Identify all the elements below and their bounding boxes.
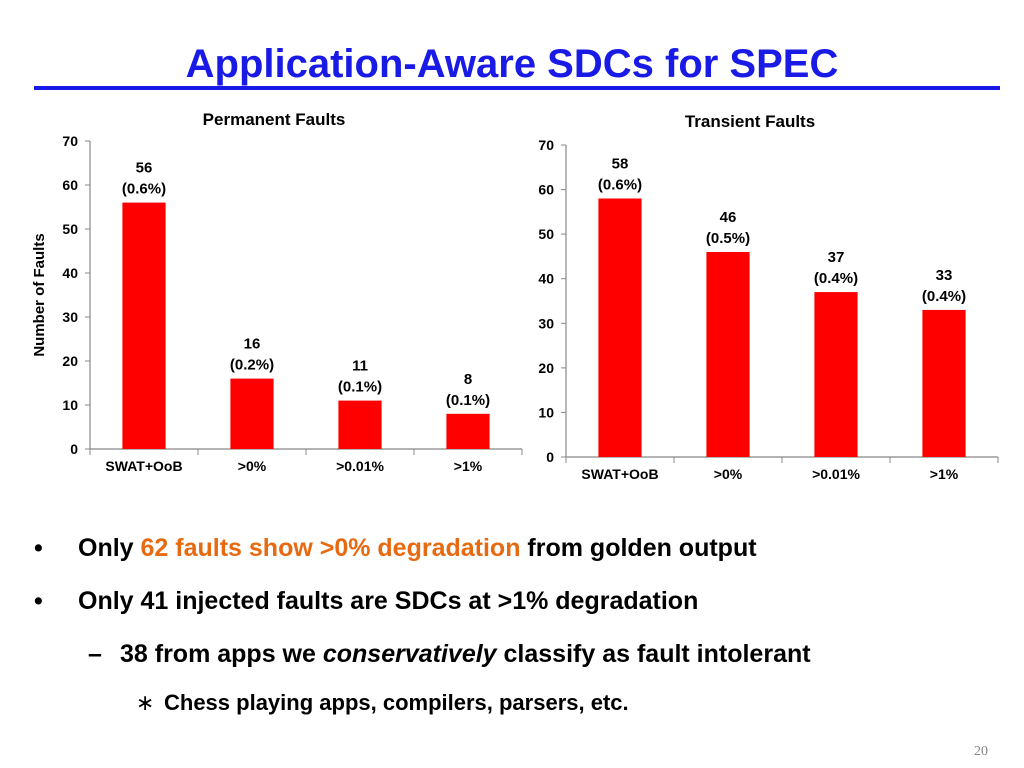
y-tick-label: 20 xyxy=(538,360,554,376)
sub-bullet-1-emphasis: conservatively xyxy=(322,640,497,668)
bar-value-label: 8 xyxy=(464,371,472,388)
bar--0-01- xyxy=(814,292,858,457)
page-number: 20 xyxy=(974,744,988,759)
title-rule xyxy=(34,86,1000,90)
x-tick-label: >1% xyxy=(454,458,483,474)
bar-percent-label: (0.1%) xyxy=(338,379,382,396)
y-tick-label: 50 xyxy=(538,226,554,242)
sub-bullet-1-suffix: classify as fault intolerant xyxy=(496,640,811,668)
bar--0-01- xyxy=(338,400,382,449)
bar-value-label: 11 xyxy=(352,358,368,375)
bullet-marker: • xyxy=(34,534,43,562)
bar-percent-label: (0.2%) xyxy=(230,357,274,374)
bar--0- xyxy=(230,378,274,449)
y-tick-label: 60 xyxy=(62,177,78,193)
y-tick-label: 40 xyxy=(538,271,554,287)
bar-value-label: 37 xyxy=(828,249,845,266)
x-tick-label: >0.01% xyxy=(336,458,384,474)
bar--0- xyxy=(706,251,750,457)
x-tick-label: >0% xyxy=(714,466,743,482)
bar-value-label: 33 xyxy=(936,267,953,284)
y-tick-label: 50 xyxy=(62,221,78,237)
x-tick-label: SWAT+OoB xyxy=(105,458,182,474)
sub-bullet-1-prefix: 38 from apps we xyxy=(120,640,323,668)
bar-percent-label: (0.5%) xyxy=(706,230,750,247)
bar-value-label: 46 xyxy=(720,209,737,226)
y-tick-label: 10 xyxy=(62,397,78,413)
bullet-1-prefix: Only xyxy=(78,534,141,562)
bar--1- xyxy=(446,413,490,449)
bullet-1: • Only 62 faults show >0% degradation fro… xyxy=(34,534,757,563)
bar-percent-label: (0.6%) xyxy=(122,181,166,198)
chart-title: Permanent Faults xyxy=(203,110,346,129)
bullet-1-highlight: 62 faults show >0% degradation xyxy=(140,534,521,562)
bar--1- xyxy=(922,309,966,457)
x-tick-label: >0.01% xyxy=(812,466,860,482)
y-tick-label: 70 xyxy=(538,137,554,153)
sub-bullet-1: –38 from apps we conservatively classify… xyxy=(88,640,811,669)
x-tick-label: >1% xyxy=(930,466,959,482)
bar-value-label: 58 xyxy=(612,155,629,172)
sub-sub-bullet-1: ∗ Chess playing apps, compilers, parsers,… xyxy=(136,690,629,716)
sub-sub-bullet-marker: ∗ xyxy=(136,690,155,715)
x-tick-label: >0% xyxy=(238,458,267,474)
bullet-2: • Only 41 injected faults are SDCs at >1%… xyxy=(34,587,698,616)
bar-percent-label: (0.1%) xyxy=(446,392,490,409)
bullet-2-text: Only 41 injected faults are SDCs at >1% … xyxy=(78,587,699,615)
bar-swat-oob xyxy=(122,202,166,449)
y-tick-label: 30 xyxy=(62,309,78,325)
slide-title: Application-Aware SDCs for SPEC xyxy=(185,42,839,86)
y-tick-label: 70 xyxy=(62,133,78,149)
y-tick-label: 40 xyxy=(62,265,78,281)
y-tick-label: 0 xyxy=(546,449,554,465)
sub-bullet-marker: – xyxy=(88,640,102,668)
bullet-1-suffix: from golden output xyxy=(520,534,757,562)
y-tick-label: 30 xyxy=(538,315,554,331)
y-axis-label: Number of Faults xyxy=(31,233,48,356)
bar-swat-oob xyxy=(598,198,642,457)
x-tick-label: SWAT+OoB xyxy=(581,466,658,482)
sub-sub-bullet-1-text: Chess playing apps, compilers, parsers, … xyxy=(164,690,629,715)
bar-value-label: 16 xyxy=(244,336,261,353)
bar-percent-label: (0.4%) xyxy=(814,270,858,287)
bar-value-label: 56 xyxy=(136,160,153,177)
bullet-marker: • xyxy=(34,587,43,615)
bar-percent-label: (0.4%) xyxy=(922,288,966,305)
bar-percent-label: (0.6%) xyxy=(598,176,642,193)
y-tick-label: 20 xyxy=(62,353,78,369)
y-tick-label: 0 xyxy=(70,441,78,457)
y-tick-label: 10 xyxy=(538,404,554,420)
chart-title: Transient Faults xyxy=(685,112,815,131)
y-tick-label: 60 xyxy=(538,182,554,198)
